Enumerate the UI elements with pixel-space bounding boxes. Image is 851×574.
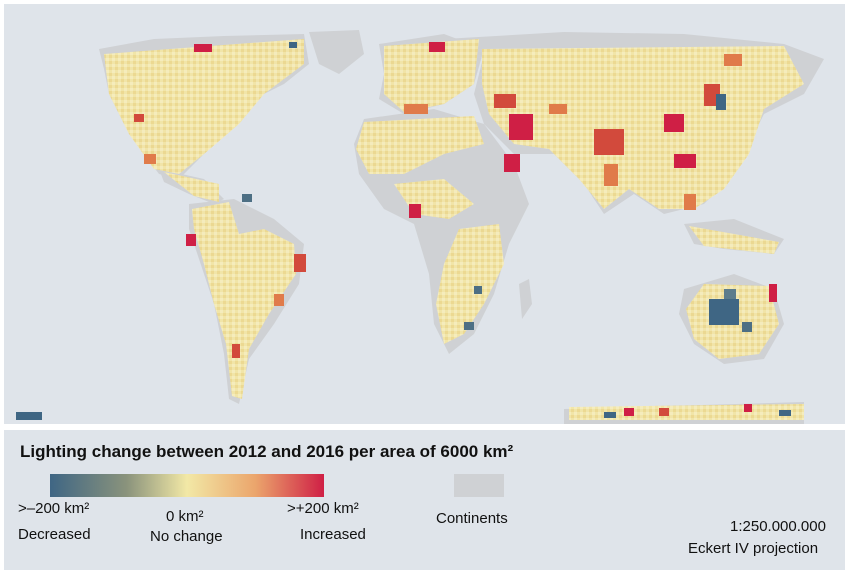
color-ramp xyxy=(50,474,324,497)
map-svg xyxy=(4,4,845,424)
zero-value: 0 km² xyxy=(166,508,204,525)
legend-title: Lighting change between 2012 and 2016 pe… xyxy=(20,442,514,461)
increase-hotspots xyxy=(134,42,777,416)
decrease-hotspots xyxy=(16,42,791,420)
increase-label: Increased xyxy=(300,526,366,543)
world-map xyxy=(4,4,845,424)
zero-label: No change xyxy=(150,528,223,545)
continents-label: Continents xyxy=(436,510,508,527)
continents-swatch xyxy=(454,474,504,497)
greenland xyxy=(309,30,364,74)
decrease-value: >–200 km² xyxy=(18,500,90,517)
decrease-label: Decreased xyxy=(18,526,91,543)
map-projection: Eckert IV projection xyxy=(688,540,819,557)
madagascar xyxy=(519,279,532,319)
increase-value: >+200 km² xyxy=(287,500,359,517)
map-scale: 1:250.000.000 xyxy=(730,518,826,535)
legend-panel: Lighting change between 2012 and 2016 pe… xyxy=(4,430,845,570)
